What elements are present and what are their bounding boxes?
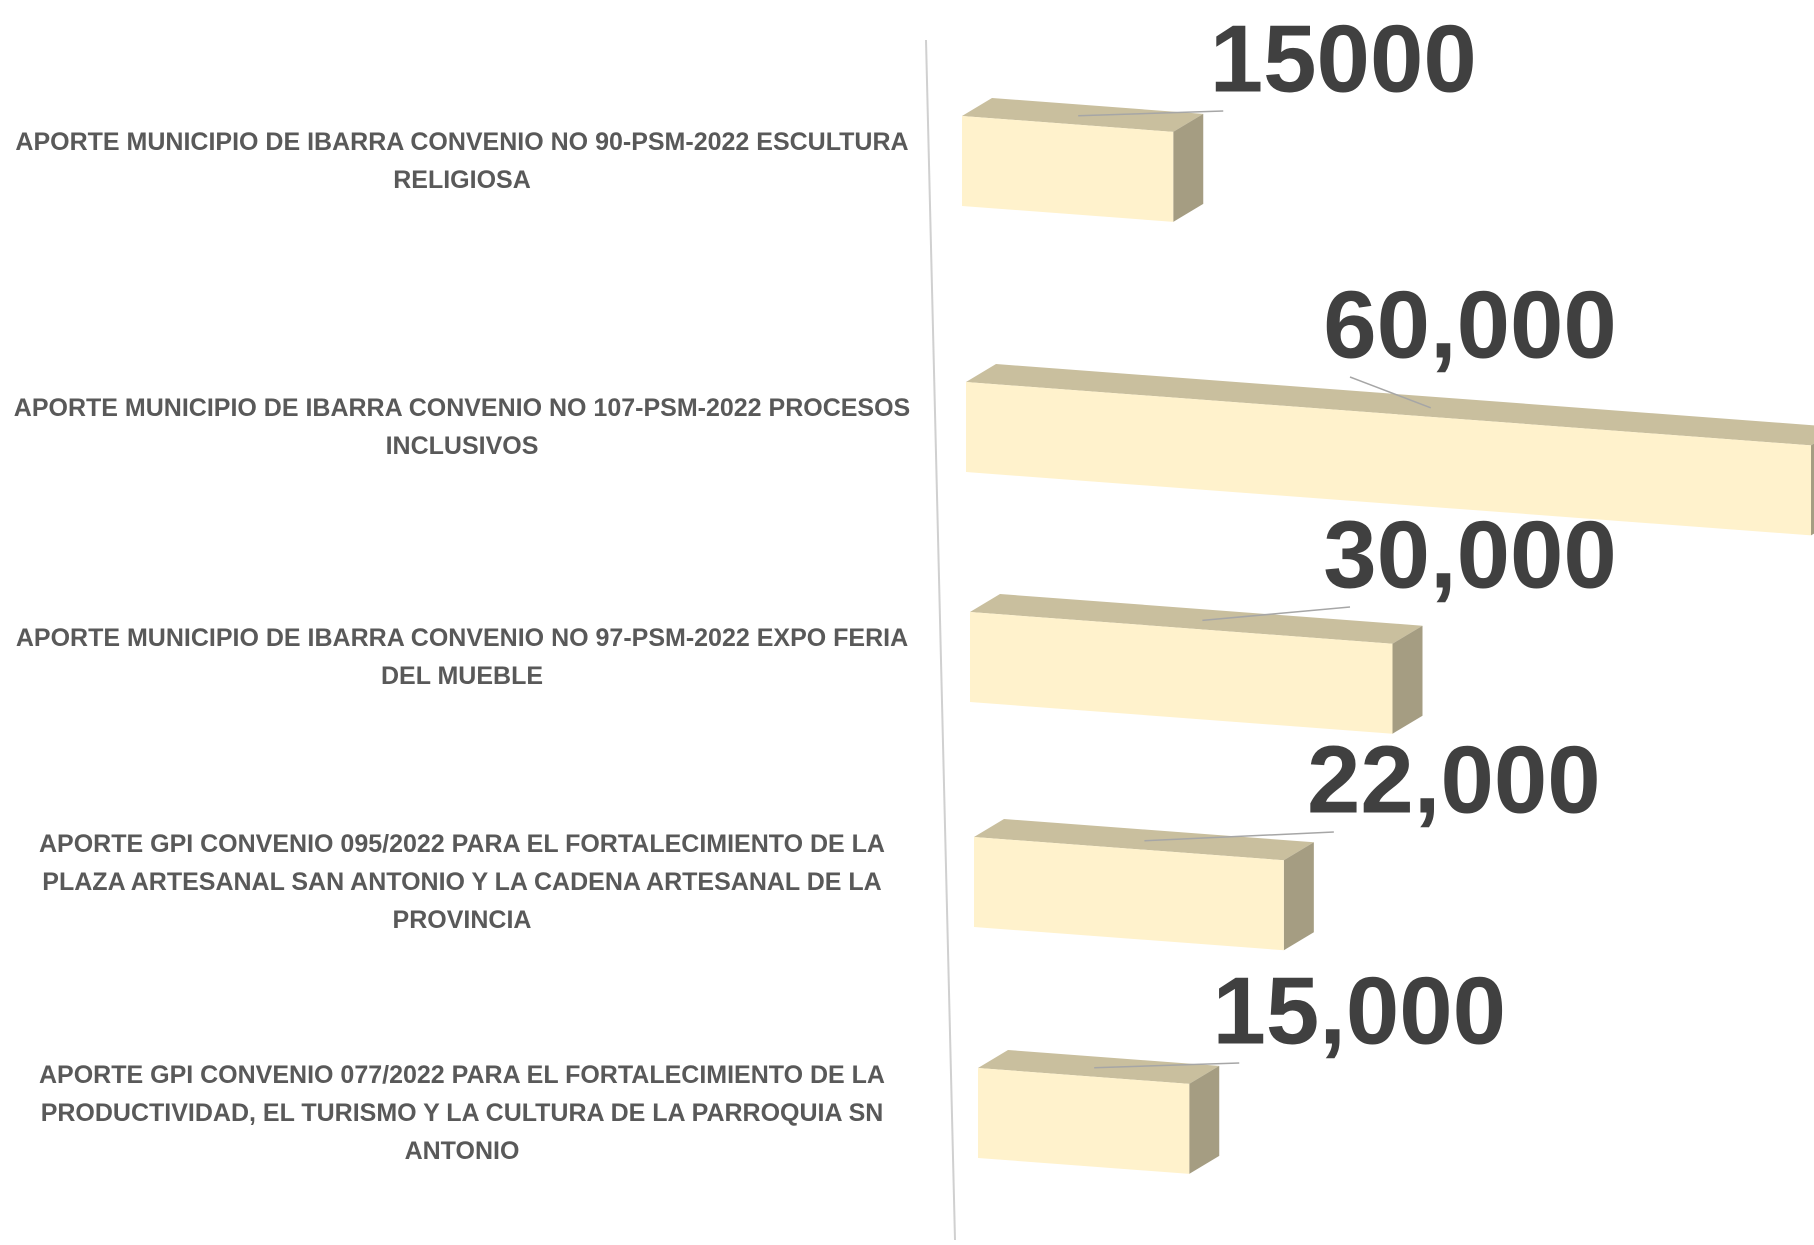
value-label: 60,000 — [1323, 271, 1617, 378]
value-label: 15,000 — [1212, 957, 1506, 1064]
leader-line — [1078, 110, 1224, 117]
value-label: 30,000 — [1323, 501, 1617, 608]
bar-top — [966, 364, 1814, 446]
category-label: APORTE GPI CONVENIO 077/2022 PARA EL FOR… — [39, 1061, 885, 1165]
bar-side — [1811, 443, 1814, 536]
category-label: APORTE MUNICIPIO DE IBARRA CONVENIO NO 9… — [15, 128, 909, 194]
bar — [978, 1068, 1190, 1174]
bar-top — [970, 594, 1423, 644]
bar-side — [1283, 842, 1314, 951]
bar-side — [1173, 113, 1204, 222]
leader-line — [1144, 831, 1334, 842]
bar — [962, 116, 1174, 222]
bar-side — [1392, 625, 1423, 734]
bar-side — [1189, 1065, 1220, 1174]
leader-line — [1349, 376, 1432, 409]
category-axis — [925, 39, 956, 1241]
value-label: 15000 — [1210, 5, 1477, 112]
leader-line — [1202, 606, 1351, 622]
bar — [974, 837, 1284, 951]
bar-top — [974, 819, 1314, 861]
value-label: 22,000 — [1307, 726, 1601, 833]
category-label: APORTE GPI CONVENIO 095/2022 PARA EL FOR… — [39, 830, 885, 934]
category-label: APORTE MUNICIPIO DE IBARRA CONVENIO NO 9… — [15, 624, 909, 690]
leader-line — [1094, 1062, 1240, 1069]
bar — [970, 612, 1393, 734]
bar — [966, 382, 1811, 536]
category-label: APORTE MUNICIPIO DE IBARRA CONVENIO NO 1… — [13, 394, 911, 460]
